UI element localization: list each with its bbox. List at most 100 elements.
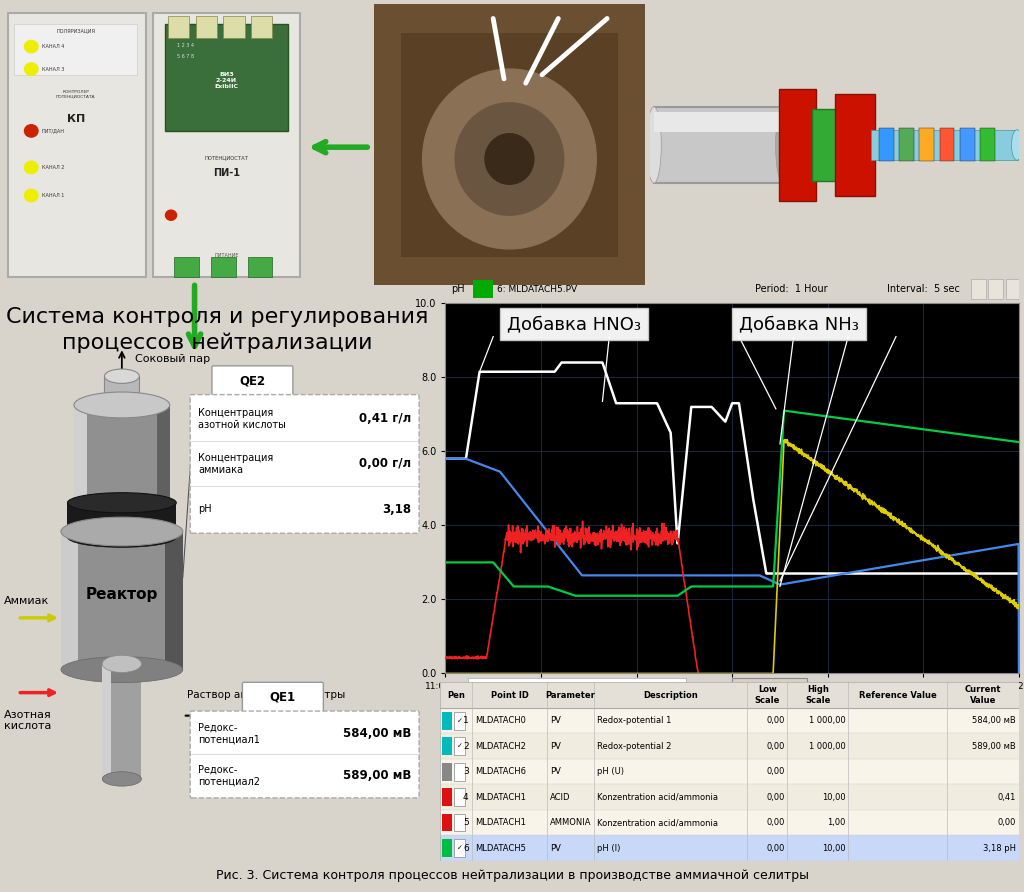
Circle shape [25,161,38,174]
Bar [442,789,453,806]
Text: ACID: ACID [550,793,570,802]
Bar [871,129,1019,161]
Bar [988,279,1002,299]
Bar [74,405,170,508]
Text: PV: PV [550,716,561,725]
Text: ◄: ◄ [841,682,848,692]
Text: Redox-potential 2: Redox-potential 2 [597,741,671,750]
Text: 1 000,00: 1 000,00 [809,741,845,750]
FancyBboxPatch shape [190,394,419,533]
Ellipse shape [61,517,183,546]
Ellipse shape [104,400,139,410]
Ellipse shape [68,492,176,513]
Bar [899,128,913,161]
Text: Point ID: Point ID [490,690,528,699]
Ellipse shape [74,497,170,520]
Bar [168,16,189,38]
Circle shape [455,103,563,215]
Text: Period:  1 Hour: Period: 1 Hour [755,284,827,294]
Text: pH: pH [198,504,212,514]
Text: Redox-potential 1: Redox-potential 1 [597,716,671,725]
Text: Current
Value: Current Value [965,685,1001,705]
Bar [440,708,1019,733]
Text: MLDATACH6: MLDATACH6 [475,767,526,776]
Ellipse shape [102,656,141,673]
Text: ✓: ✓ [457,743,463,749]
Text: Description: Description [643,690,697,699]
Text: КОНТРОЛЕР
ПОТЕНЦИОСТАТА: КОНТРОЛЕР ПОТЕНЦИОСТАТА [56,89,95,98]
Text: Добавка HNO₃: Добавка HNO₃ [507,315,641,334]
Text: 0,00: 0,00 [766,716,784,725]
Text: КП: КП [67,114,85,125]
Text: 0,00: 0,00 [766,793,784,802]
Bar [442,712,453,730]
Text: Редокс-
потенциал1: Редокс- потенциал1 [198,723,260,745]
FancyBboxPatch shape [243,682,324,714]
Text: PV: PV [550,767,561,776]
Bar [442,839,453,857]
Bar [442,737,453,755]
Text: 0,00 г/л: 0,00 г/л [359,458,412,470]
Bar [440,759,1019,784]
Text: Konzentration acid/ammonia: Konzentration acid/ammonia [597,818,718,827]
Text: Interval:  5 sec: Interval: 5 sec [887,284,959,294]
Circle shape [25,125,38,137]
Bar [8,12,146,277]
Text: КАНАЛ 1: КАНАЛ 1 [42,193,65,198]
Ellipse shape [1012,129,1023,161]
Text: pH (I): pH (I) [597,844,620,853]
Text: Редокс-
потенциал2: Редокс- потенциал2 [198,764,260,786]
Text: ✓: ✓ [457,717,463,723]
Bar [940,128,954,161]
Text: Parameter: Parameter [546,690,595,699]
FancyBboxPatch shape [190,711,419,798]
FancyBboxPatch shape [212,366,293,398]
Text: 5: 5 [463,818,469,827]
Text: 589,00 мВ: 589,00 мВ [972,741,1016,750]
Text: 0,41 г/л: 0,41 г/л [359,412,412,425]
Text: КАНАЛ 4: КАНАЛ 4 [42,44,65,49]
Circle shape [166,211,176,220]
Text: 3: 3 [463,767,469,776]
Text: ▌▌: ▌▌ [812,682,825,692]
Text: 1: 1 [463,716,469,725]
Text: Реактор: Реактор [86,587,158,602]
Text: Азотная
кислота: Азотная кислота [4,710,52,731]
Bar [468,678,686,696]
Text: QE2: QE2 [240,375,265,387]
Bar [779,89,816,201]
Bar [442,763,453,780]
Bar [102,664,111,779]
Bar [251,16,272,38]
Text: Reference Value: Reference Value [858,690,936,699]
Text: 0,00: 0,00 [766,844,784,853]
Text: 3,18 pH: 3,18 pH [983,844,1016,853]
Bar [401,32,618,257]
Text: ПИТАНИЕ: ПИТАНИЕ [214,253,239,259]
Text: 1 000,00: 1 000,00 [809,716,845,725]
Ellipse shape [68,527,176,548]
Bar [165,24,288,131]
Text: 6: 6 [463,844,469,853]
Text: ►: ► [703,682,712,692]
Text: Добавка NH₃: Добавка NH₃ [739,315,859,334]
Text: QE1: QE1 [269,690,296,704]
Text: pH: pH [452,284,465,294]
Bar [68,503,176,537]
Text: 10,00: 10,00 [821,844,845,853]
Bar [835,94,876,195]
Text: БИЗ
2-24И
ExibIIC: БИЗ 2-24И ExibIIC [214,72,239,88]
Ellipse shape [104,369,139,384]
Text: 2: 2 [463,741,469,750]
Bar [812,110,839,180]
Text: ✓: ✓ [457,845,463,851]
Text: Раствор аммиачной селитры: Раствор аммиачной селитры [187,690,345,700]
Text: MLDATACH5: MLDATACH5 [475,844,526,853]
Bar [440,835,1019,861]
Text: 0,41: 0,41 [997,793,1016,802]
Text: 584,00 мВ: 584,00 мВ [343,727,412,740]
Text: 589,00 мВ: 589,00 мВ [343,769,412,782]
Text: 0,00: 0,00 [997,818,1016,827]
Text: 0,00: 0,00 [766,818,784,827]
Bar [959,128,975,161]
